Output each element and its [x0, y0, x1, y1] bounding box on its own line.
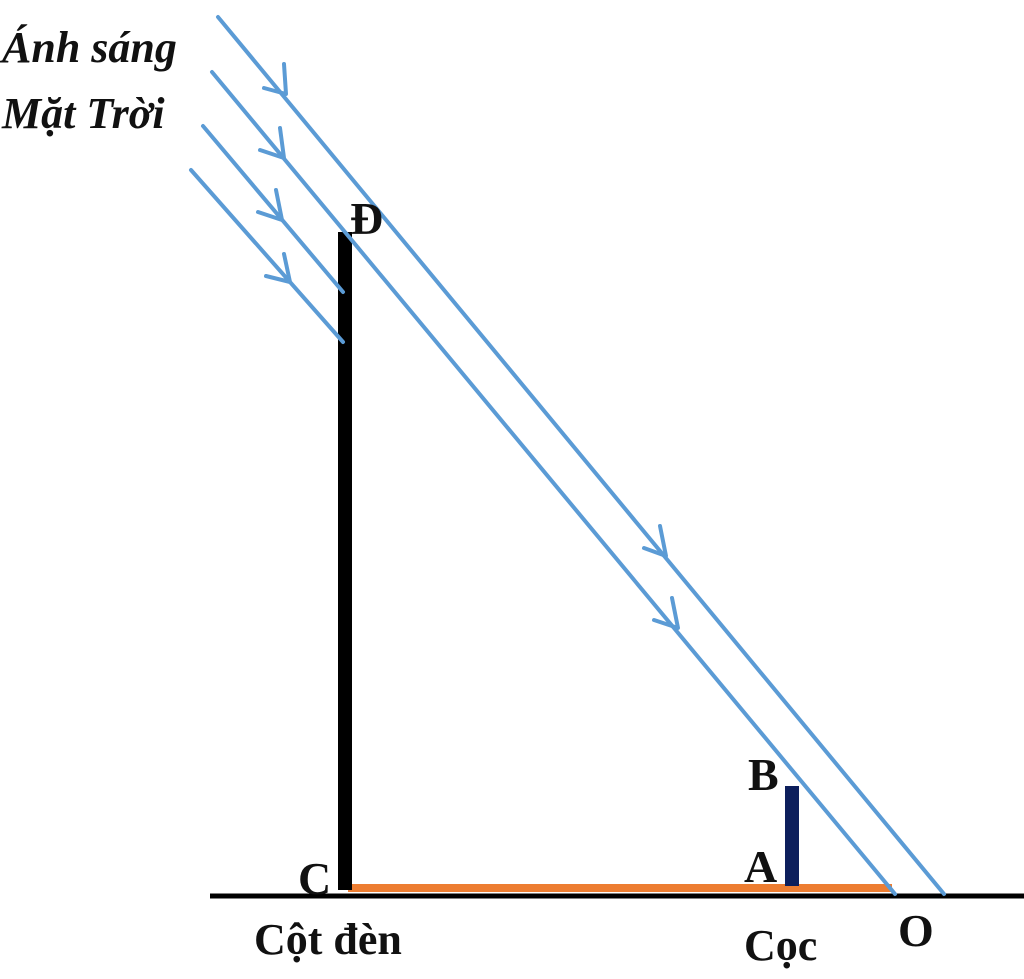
arrowhead-icon: [256, 188, 284, 222]
point-label-o: O: [898, 905, 934, 956]
lamp-post-caption: Cột đèn: [254, 915, 402, 964]
stake-caption: Cọc: [744, 921, 817, 970]
arrowhead-icon: [264, 252, 292, 284]
point-label-d: Đ: [350, 193, 383, 244]
sunlight-caption-line2: Mặt Trời: [1, 89, 165, 138]
arrowhead-icon: [258, 126, 286, 160]
point-label-c: C: [298, 853, 331, 904]
sun-ray-3: [201, 124, 345, 294]
ray-arrowheads: [256, 62, 680, 630]
sun-rays: [189, 15, 946, 896]
point-label-a: A: [744, 841, 777, 892]
sun-ray-1: [216, 15, 946, 896]
point-label-b: B: [748, 749, 779, 800]
arrowhead-icon: [642, 524, 668, 558]
sunlight-caption-line1: Ánh sáng: [0, 23, 177, 72]
arrowhead-icon: [262, 62, 288, 96]
arrowhead-icon: [652, 596, 680, 630]
sun-ray-2: [210, 70, 897, 896]
sun-ray-4: [189, 168, 345, 344]
